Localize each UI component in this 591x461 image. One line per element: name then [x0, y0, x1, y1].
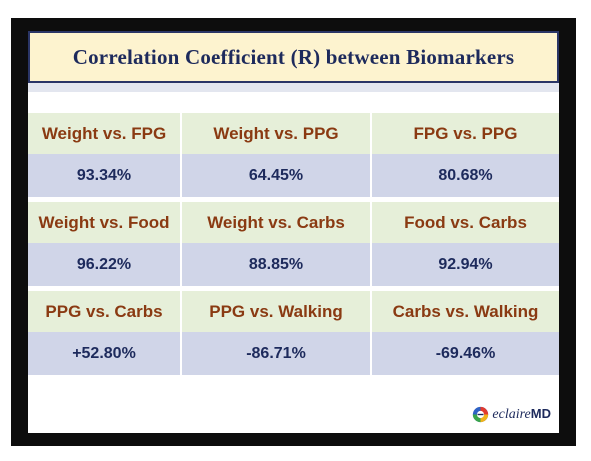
value-row: 93.34% 64.45% 80.68% — [28, 154, 559, 197]
row-gap — [28, 286, 559, 291]
correlation-value: 93.34% — [28, 154, 180, 197]
pair-label: Carbs vs. Walking — [370, 291, 559, 332]
correlation-value: -86.71% — [180, 332, 370, 375]
logo-wordmark: eclaireMD — [492, 406, 551, 423]
eclairemd-logo-icon — [473, 406, 489, 423]
pair-label: PPG vs. Walking — [180, 291, 370, 332]
pair-label: Weight vs. FPG — [28, 113, 180, 154]
correlation-value: 80.68% — [370, 154, 559, 197]
logo-prefix: eclaire — [492, 407, 531, 422]
title-underband — [28, 83, 559, 92]
correlation-value: 88.85% — [180, 243, 370, 286]
row-gap — [28, 197, 559, 202]
pair-label: Weight vs. PPG — [180, 113, 370, 154]
pair-label: PPG vs. Carbs — [28, 291, 180, 332]
pair-label: FPG vs. PPG — [370, 113, 559, 154]
correlation-value: -69.46% — [370, 332, 559, 375]
pair-label: Food vs. Carbs — [370, 202, 559, 243]
correlation-value: 64.45% — [180, 154, 370, 197]
pair-label: Weight vs. Food — [28, 202, 180, 243]
label-row: Weight vs. Food Weight vs. Carbs Food vs… — [28, 202, 559, 243]
pair-label: Weight vs. Carbs — [180, 202, 370, 243]
value-row: +52.80% -86.71% -69.46% — [28, 332, 559, 375]
correlation-value: +52.80% — [28, 332, 180, 375]
value-row: 96.22% 88.85% 92.94% — [28, 243, 559, 286]
correlation-value: 92.94% — [370, 243, 559, 286]
label-row: PPG vs. Carbs PPG vs. Walking Carbs vs. … — [28, 291, 559, 332]
correlation-table: Weight vs. FPG Weight vs. PPG FPG vs. PP… — [28, 113, 559, 375]
correlation-value: 96.22% — [28, 243, 180, 286]
slide-frame: Correlation Coefficient (R) between Biom… — [11, 18, 576, 446]
title-box: Correlation Coefficient (R) between Biom… — [28, 31, 559, 83]
slide: Correlation Coefficient (R) between Biom… — [28, 31, 559, 433]
label-row: Weight vs. FPG Weight vs. PPG FPG vs. PP… — [28, 113, 559, 154]
slide-title: Correlation Coefficient (R) between Biom… — [72, 44, 515, 69]
eclairemd-logo: eclaireMD — [472, 406, 551, 423]
logo-suffix: MD — [530, 406, 551, 421]
